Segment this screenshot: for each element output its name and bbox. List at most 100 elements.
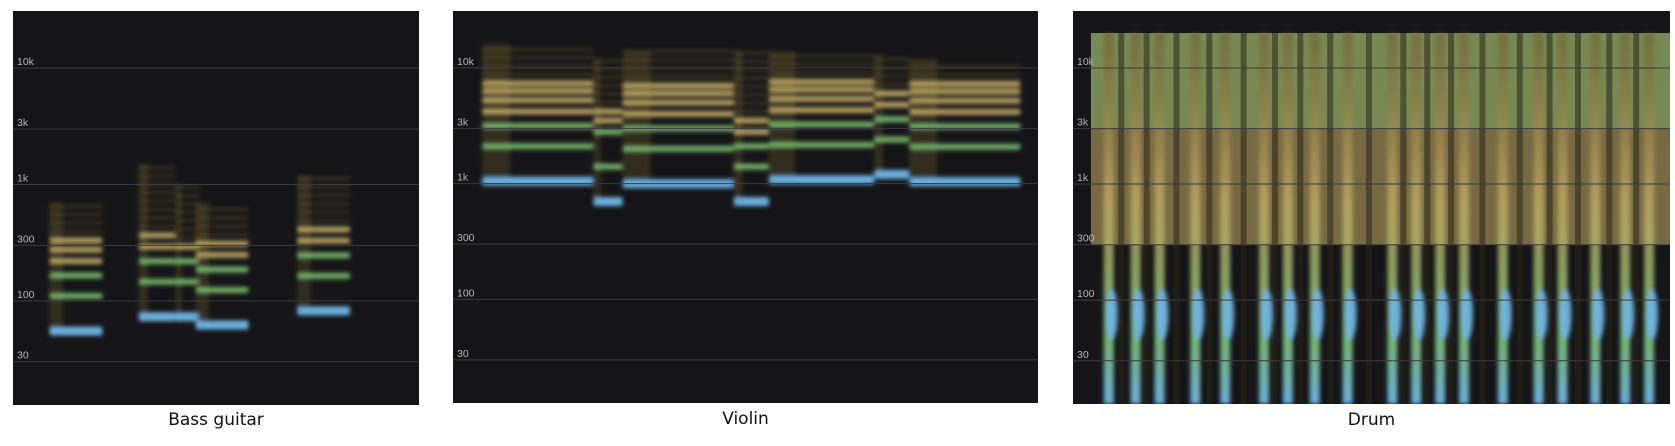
bass-partial [297,272,350,279]
violin-harmonic-faint [482,56,594,60]
drum-hit [1190,33,1201,404]
bass-partial [195,251,249,258]
violin-onset [733,50,743,202]
violin-partial [593,117,623,124]
violin-partial [909,97,1021,104]
violin-harmonic-faint [768,54,875,58]
drum-spectrogram: 10k 3k 1k 300 100 30 [1073,11,1670,404]
violin-partial [482,176,594,186]
violin-onset [622,50,651,184]
violin-partial [874,101,910,108]
drum-gap [1574,33,1581,404]
violin-partial [733,143,769,150]
violin-harmonic-faint [593,67,623,71]
drum-hit [1590,33,1601,404]
drum-hits [1103,33,1659,404]
violin-spectrogram-plot: 10k 3k 1k 300 100 30 [453,11,1038,403]
violin-partial [482,143,594,150]
bass-partial [297,306,350,316]
bass-harmonic-faint [49,204,103,208]
bass-partial [138,312,176,322]
drum-gap [1271,33,1278,404]
drum-hit-low [1437,288,1450,341]
bass-harmonic-faint [138,174,176,178]
drum-hit-low [1389,288,1402,341]
drum-tick-label: 1k [1077,172,1089,184]
bass-partial [138,258,176,265]
violin-partial [733,117,769,124]
violin-harmonic-faint [622,58,734,62]
violin-harmonic-faint [874,82,910,86]
bass-harmonic-faint [175,219,200,223]
bass-partial [195,266,249,273]
violin-harmonic-faint [593,92,623,96]
violin-partial [733,197,769,207]
bass-partial [175,278,200,285]
violin-partial [874,136,910,143]
drum-spectrogram-plot: 10k 3k 1k 300 100 30 [1073,11,1670,404]
bass-harmonic-faint [175,227,200,231]
violin-partial [622,90,734,97]
drum-hit [1435,33,1446,404]
violin-harmonic-faint [874,74,910,78]
violin-harmonic-faint [622,50,734,54]
bass-harmonic-faint [297,185,350,189]
drum-gap [1118,33,1125,404]
drum-tick-label: 3k [1077,117,1089,129]
drum-gap [1327,33,1334,404]
violin-partial [874,169,910,179]
violin-partial [768,95,875,102]
bass-guitar-spectrogram: 10k 3k 1k 300 100 30 [13,11,419,405]
bass-harmonic-faint [138,191,176,195]
bass-harmonic-faint [195,224,249,228]
violin-harmonic-faint [733,76,769,80]
bass-partial [49,246,103,253]
bass-onset [138,163,148,317]
bass-harmonic-faint [195,207,249,211]
violin-partial [622,110,734,117]
bass-partial [297,226,350,233]
bass-harmonic-faint [195,216,249,220]
bass-harmonic-faint [138,166,176,170]
violin-harmonic-faint [622,75,734,79]
violin-caption: Violin [722,409,769,429]
drum-tick-label: 10k [1077,56,1095,68]
drum-gap [1606,33,1613,404]
drum-hit-low [1622,288,1635,341]
bass-tick-label: 30 [17,350,29,362]
bass-harmonic-faint [175,235,200,239]
violin-harmonic-faint [733,51,769,55]
drum-hit-low [1156,288,1169,341]
bass-tick-label: 3k [17,117,29,129]
violin-partial [909,88,1021,95]
drum-gap [1400,33,1407,404]
violin-harmonic-faint [733,101,769,105]
drum-wash-high [1090,33,1670,129]
violin-partial [768,175,875,185]
bass-harmonic-faint [49,213,103,217]
violin-partial [733,128,769,135]
violin-harmonic-faint [733,109,769,113]
bass-tick-label: 100 [17,289,35,301]
violin-tick-label: 1k [457,172,469,184]
bass-partial [297,237,350,244]
bass-partial [138,232,176,239]
drum-tick-label: 30 [1077,349,1089,361]
drum-gap [1479,33,1486,404]
bass-harmonic-faint [175,185,200,189]
drum-gap [1297,33,1304,404]
bass-partial [195,286,249,293]
drum-hit [1557,33,1568,404]
drum-tick-label: 300 [1077,233,1095,245]
drum-gap [1240,33,1247,404]
bass-harmonic-faint [297,210,350,214]
drum-gap [1516,33,1523,404]
bass-harmonic-faint [297,193,350,197]
drum-hit-low [1592,288,1605,341]
violin-partial [909,177,1021,187]
drum-hit-low [1284,288,1297,341]
bass-guitar-caption: Bass guitar [168,410,264,430]
drum-hit [1459,33,1470,404]
drum-hit [1342,33,1353,404]
drum-hit [1309,33,1320,404]
